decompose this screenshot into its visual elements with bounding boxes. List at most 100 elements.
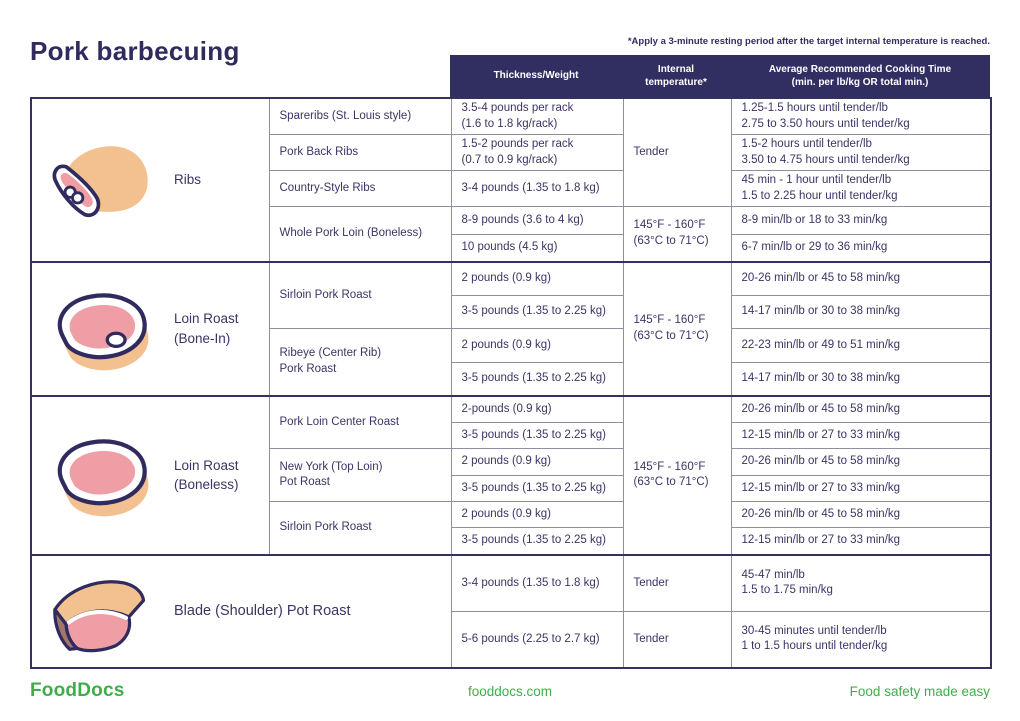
- category-label: Ribs: [174, 172, 202, 188]
- cut-cell: New York (Top Loin) Pot Roast: [268, 448, 452, 503]
- weight-value: 5-6 pounds (2.25 to 2.7 kg): [461, 632, 600, 645]
- temp-cell: Tender: [622, 97, 732, 208]
- col-header-temperature: Internal temperature*: [645, 63, 707, 89]
- ribs-illustration-icon: [42, 133, 164, 227]
- page-title: Pork barbecuing: [30, 36, 240, 66]
- weight-cell: 5-6 pounds (2.25 to 2.7 kg): [450, 611, 624, 669]
- loin-roast-bone-in-illustration-icon: [42, 278, 164, 380]
- time-cell: 20-26 min/lb or 45 to 58 min/kg: [730, 501, 992, 529]
- temp-cell: 145°F - 160°F (63°C to 71°C): [622, 260, 732, 397]
- table-row: Whole Pork Loin (Boneless) 8-9 pounds (3…: [31, 206, 992, 263]
- table-row: Ribeye (Center Rib) Pork Roast 2 pounds …: [31, 328, 992, 397]
- table-row: 3-5 pounds (1.35 to 2.25 kg) 12-15 min/l…: [31, 527, 992, 556]
- table-row: Pork Back Ribs 1.5-2 pounds per rack (0.…: [31, 134, 992, 172]
- temp-value: Tender: [633, 576, 669, 589]
- category-cell-ribs: Ribs: [30, 97, 270, 263]
- cut-cell: Sirloin Pork Roast: [268, 501, 452, 556]
- temp-cell: Tender: [622, 611, 732, 669]
- blade-shoulder-pot-roast-illustration-icon: [42, 565, 162, 657]
- weight-cell: 8-9 pounds (3.6 to 4 kg): [450, 206, 624, 236]
- time-value: 30-45 minutes until tender/lb 1 to 1.5 h…: [741, 624, 888, 653]
- weight-value: 2-pounds (0.9 kg): [461, 402, 552, 415]
- table-row: Ribs Spareribs (St. Louis style) 3.5-4 p…: [30, 97, 992, 263]
- weight-cell: 1.5-2 pounds per rack (0.7 to 0.9 kg/rac…: [450, 134, 624, 172]
- table-row: 3-5 pounds (1.35 to 2.25 kg) 12-15 min/l…: [31, 422, 992, 450]
- time-cell: 45 min - 1 hour until tender/lb 1.5 to 2…: [730, 170, 992, 208]
- cut-name: Sirloin Pork Roast: [279, 521, 372, 534]
- temp-cell: 145°F - 160°F (63°C to 71°C): [622, 206, 732, 263]
- footer-url: fooddocs.com: [467, 683, 553, 699]
- weight-value: 2 pounds (0.9 kg): [461, 455, 552, 468]
- time-value: 20-26 min/lb or 45 to 58 min/kg: [741, 455, 901, 468]
- weight-value: 2 pounds (0.9 kg): [461, 272, 552, 285]
- time-cell: 30-45 minutes until tender/lb 1 to 1.5 h…: [730, 611, 992, 669]
- time-cell: 20-26 min/lb or 45 to 58 min/kg: [730, 260, 992, 297]
- cut-cell: Whole Pork Loin (Boneless): [268, 206, 452, 263]
- cut-name: Ribeye (Center Rib) Pork Roast: [279, 347, 382, 375]
- temp-value: Tender: [633, 145, 669, 158]
- time-value: 45-47 min/lb 1.5 to 1.75 min/kg: [741, 568, 833, 597]
- time-cell: 14-17 min/lb or 30 to 38 min/kg: [730, 362, 992, 397]
- weight-cell: 3-4 pounds (1.35 to 1.8 kg): [450, 170, 624, 208]
- weight-cell: 2 pounds (0.9 kg): [450, 328, 624, 364]
- weight-cell: 3-5 pounds (1.35 to 2.25 kg): [450, 527, 624, 556]
- time-value: 8-9 min/lb or 18 to 33 min/kg: [741, 213, 888, 226]
- time-value: 12-15 min/lb or 27 to 33 min/kg: [741, 534, 901, 547]
- weight-cell: 3.5-4 pounds per rack (1.6 to 1.8 kg/rac…: [450, 97, 624, 136]
- time-value: 20-26 min/lb or 45 to 58 min/kg: [741, 507, 901, 520]
- cut-name: Pork Loin Center Roast: [279, 415, 400, 428]
- time-cell: 8-9 min/lb or 18 to 33 min/kg: [730, 206, 992, 236]
- time-cell: 1.5-2 hours until tender/lb 3.50 to 4.75…: [730, 134, 992, 172]
- time-cell: 20-26 min/lb or 45 to 58 min/kg: [730, 448, 992, 477]
- footer-tagline: Food safety made easy: [849, 683, 990, 699]
- weight-value: 2 pounds (0.9 kg): [461, 507, 552, 520]
- time-value: 6-7 min/lb or 29 to 36 min/kg: [741, 241, 888, 254]
- weight-cell: 3-5 pounds (1.35 to 2.25 kg): [450, 295, 624, 330]
- weight-cell: 2 pounds (0.9 kg): [450, 501, 624, 529]
- time-value: 12-15 min/lb or 27 to 33 min/kg: [741, 481, 901, 494]
- cut-cell: Sirloin Pork Roast: [268, 260, 452, 330]
- time-value: 1.25-1.5 hours until tender/lb 2.75 to 3…: [741, 102, 910, 130]
- category-label: Blade (Shoulder) Pot Roast: [174, 603, 351, 620]
- weight-cell: 3-4 pounds (1.35 to 1.8 kg): [450, 553, 624, 613]
- category-cell-blade: Blade (Shoulder) Pot Roast: [30, 553, 452, 669]
- temp-value: 145°F - 160°F (63°C to 71°C): [633, 219, 709, 247]
- category-label: Loin Roast (Bone-In): [174, 311, 239, 346]
- cut-name: New York (Top Loin) Pot Roast: [279, 460, 383, 489]
- cut-name: Pork Back Ribs: [279, 145, 359, 158]
- table-row: Blade (Shoulder) Pot Roast 3-4 pounds (1…: [30, 553, 992, 669]
- weight-value: 3-5 pounds (1.35 to 2.25 kg): [461, 534, 607, 547]
- footer: fooddocs.com FoodDocs Food safety made e…: [0, 680, 1020, 702]
- time-cell: 22-23 min/lb or 49 to 51 min/kg: [730, 328, 992, 364]
- table-row: Loin Roast (Boneless) Pork Loin Center R…: [30, 394, 992, 556]
- time-cell: 1.25-1.5 hours until tender/lb 2.75 to 3…: [730, 97, 992, 136]
- weight-value: 8-9 pounds (3.6 to 4 kg): [461, 213, 584, 226]
- table-header: Thickness/Weight Internal temperature* A…: [450, 55, 990, 97]
- weight-cell: 3-5 pounds (1.35 to 2.25 kg): [450, 475, 624, 503]
- resting-note: *Apply a 3-minute resting period after t…: [627, 36, 990, 47]
- loin-roast-boneless-illustration-icon: [42, 424, 164, 526]
- cut-name: Whole Pork Loin (Boneless): [279, 227, 423, 240]
- cut-name: Sirloin Pork Roast: [279, 288, 372, 301]
- weight-value: 3-4 pounds (1.35 to 1.8 kg): [461, 576, 600, 589]
- weight-value: 10 pounds (4.5 kg): [461, 241, 558, 254]
- weight-value: 2 pounds (0.9 kg): [461, 338, 552, 351]
- time-value: 20-26 min/lb or 45 to 58 min/kg: [741, 402, 901, 415]
- table-row: 3-5 pounds (1.35 to 2.25 kg) 12-15 min/l…: [31, 475, 992, 503]
- cooking-table: Ribs Spareribs (St. Louis style) 3.5-4 p…: [30, 97, 992, 669]
- cut-cell: Spareribs (St. Louis style): [268, 97, 452, 136]
- table-row: 3-5 pounds (1.35 to 2.25 kg) 14-17 min/l…: [31, 295, 992, 330]
- cut-cell: Ribeye (Center Rib) Pork Roast: [268, 328, 452, 397]
- time-value: 20-26 min/lb or 45 to 58 min/kg: [741, 272, 901, 285]
- cut-name: Spareribs (St. Louis style): [279, 109, 412, 122]
- temp-value: 145°F - 160°F (63°C to 71°C): [633, 314, 709, 342]
- cut-name: Country-Style Ribs: [279, 181, 376, 194]
- time-cell: 20-26 min/lb or 45 to 58 min/kg: [730, 394, 992, 424]
- temp-cell: Tender: [622, 553, 732, 613]
- time-cell: 12-15 min/lb or 27 to 33 min/kg: [730, 527, 992, 556]
- time-cell: 14-17 min/lb or 30 to 38 min/kg: [730, 295, 992, 330]
- category-cell-loin-bone-in: Loin Roast (Bone-In): [30, 260, 270, 397]
- weight-value: 3-5 pounds (1.35 to 2.25 kg): [461, 372, 607, 385]
- weight-value: 3.5-4 pounds per rack (1.6 to 1.8 kg/rac…: [461, 102, 574, 130]
- time-cell: 6-7 min/lb or 29 to 36 min/kg: [730, 234, 992, 263]
